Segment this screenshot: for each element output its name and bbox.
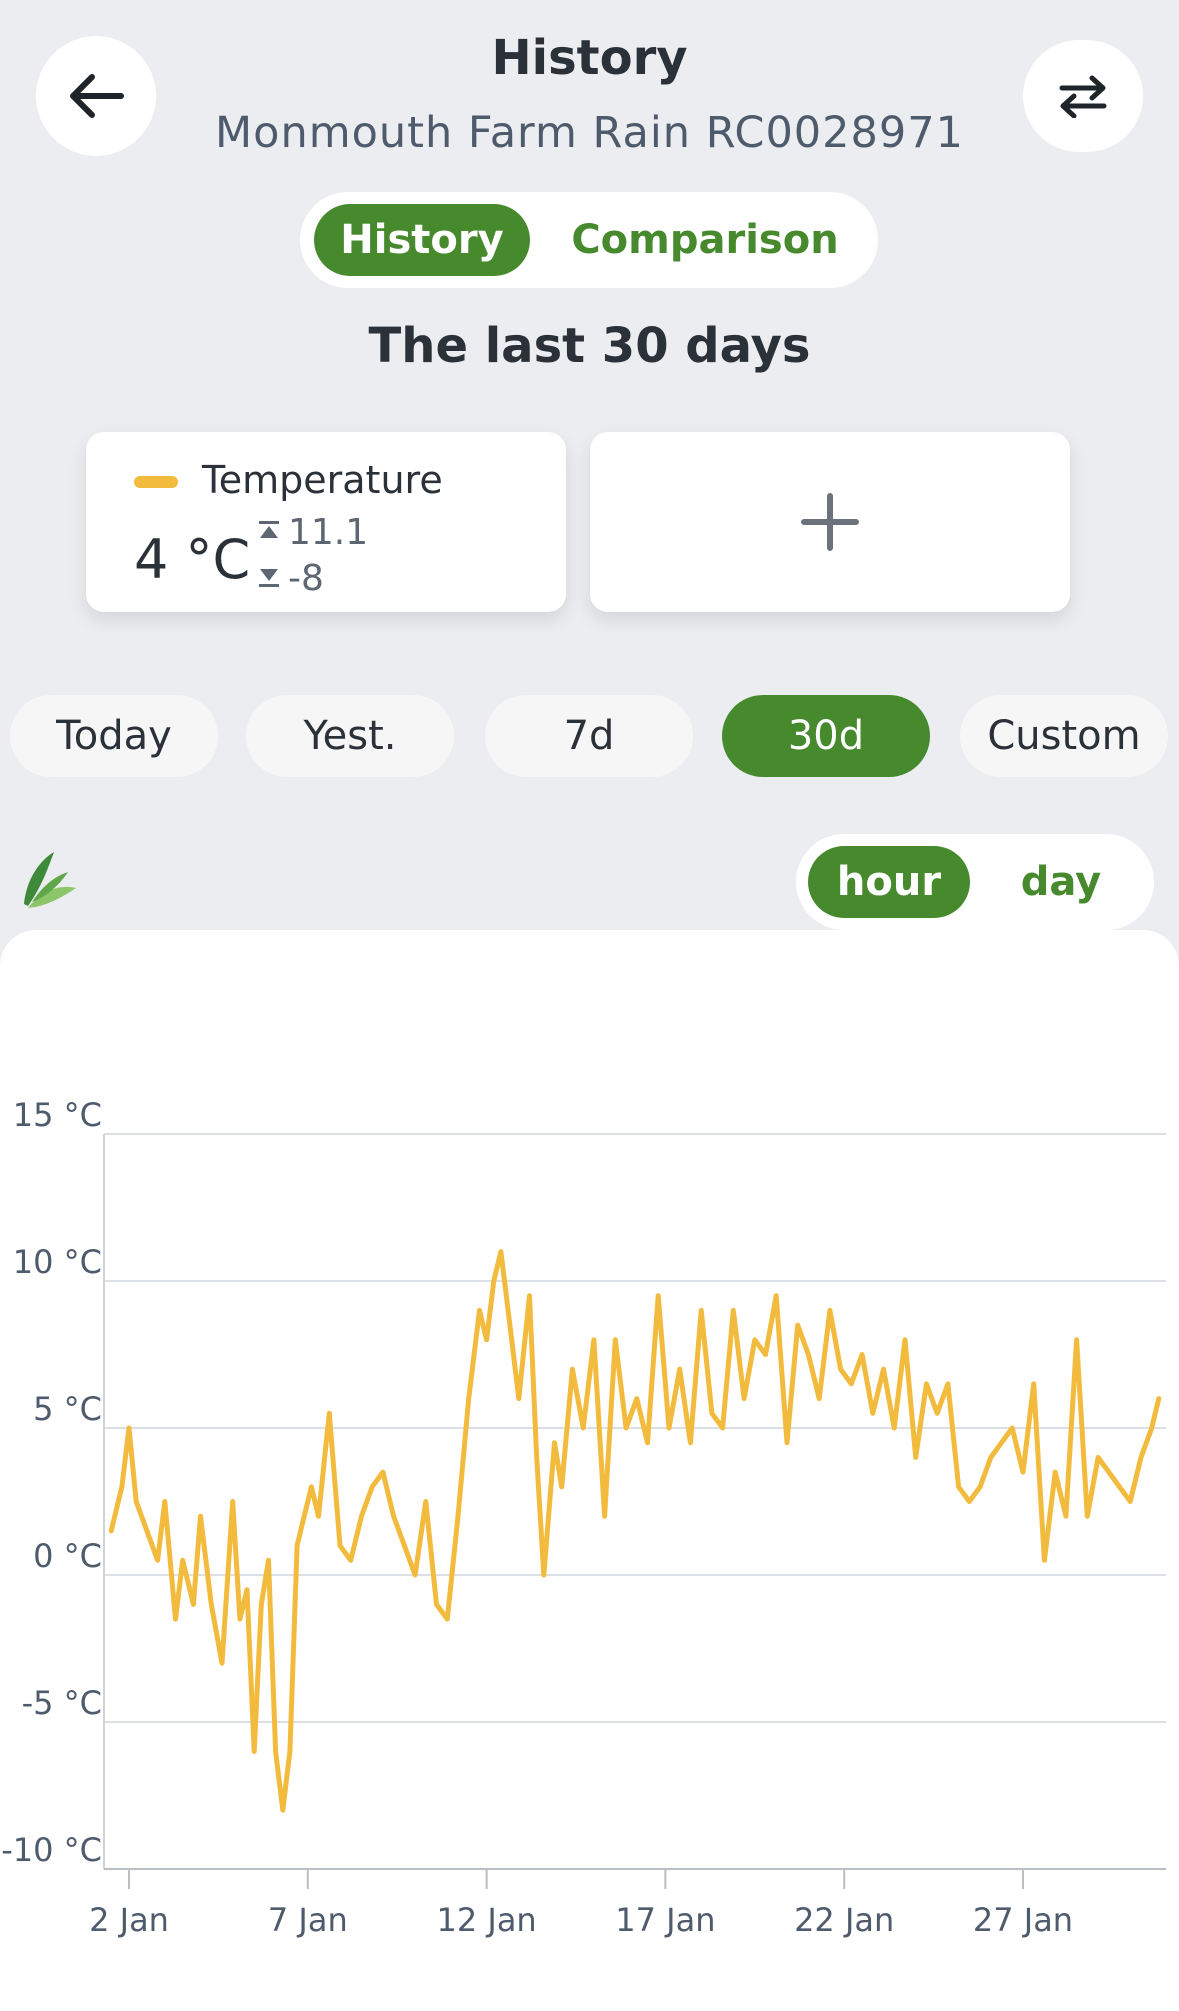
temperature-chart: 15 °C 10 °C 5 °C 0 °C -5 °C -10 °C 2 Jan 7 Jan 1… xyxy=(1,1096,1166,1939)
y-tick-label: -5 °C xyxy=(22,1684,102,1722)
swap-arrows-icon xyxy=(1059,75,1107,118)
period-custom[interactable]: Custom xyxy=(960,695,1168,777)
x-tick-label: 12 Jan xyxy=(436,1901,536,1939)
station-subtitle: Monmouth Farm Rain RC0028971 xyxy=(215,108,964,158)
sensor-label: Temperature xyxy=(202,458,443,502)
temperature-series-line xyxy=(108,1249,1162,1813)
view-toggle: History Comparison xyxy=(300,192,878,288)
plus-icon xyxy=(801,493,859,551)
arrow-left-icon xyxy=(70,74,124,118)
tab-day[interactable]: day xyxy=(1020,859,1102,905)
min-value: -8 xyxy=(288,558,324,599)
x-tick-label: 17 Jan xyxy=(615,1901,715,1939)
swap-button[interactable] xyxy=(1023,40,1143,152)
page-title: History xyxy=(491,30,688,86)
period-30d[interactable]: 30d xyxy=(722,695,930,777)
back-button[interactable] xyxy=(36,36,156,156)
y-tick-label: 0 °C xyxy=(33,1537,102,1575)
x-tick-label: 27 Jan xyxy=(973,1901,1073,1939)
x-tick-label: 7 Jan xyxy=(268,1901,348,1939)
y-tick-label: 15 °C xyxy=(13,1096,102,1134)
y-tick-label: 10 °C xyxy=(13,1243,102,1281)
current-temperature: 4 °C xyxy=(134,528,251,591)
x-tick-label: 2 Jan xyxy=(89,1901,169,1939)
max-value: 11.1 xyxy=(288,512,369,553)
tab-comparison[interactable]: Comparison xyxy=(571,217,839,263)
max-icon xyxy=(259,521,279,538)
chart-panel: 15 °C 10 °C 5 °C 0 °C -5 °C -10 °C 2 Jan 7 Jan 1… xyxy=(0,930,1179,2011)
add-sensor-card[interactable] xyxy=(590,432,1070,612)
min-icon xyxy=(259,569,279,587)
tab-hour[interactable]: hour xyxy=(808,846,970,918)
x-tick-label: 22 Jan xyxy=(794,1901,894,1939)
period-yesterday[interactable]: Yest. xyxy=(246,695,454,777)
tab-history[interactable]: History xyxy=(314,204,530,276)
y-tick-label: -10 °C xyxy=(1,1831,102,1869)
period-title: The last 30 days xyxy=(368,318,811,374)
brand-logo-icon xyxy=(24,852,76,908)
y-tick-label: 5 °C xyxy=(33,1390,102,1428)
temperature-card[interactable]: Temperature 4 °C 11.1 -8 xyxy=(86,432,566,612)
resolution-toggle: hour day xyxy=(796,834,1154,930)
period-today[interactable]: Today xyxy=(10,695,218,777)
temperature-legend-swatch xyxy=(134,476,178,488)
period-7d[interactable]: 7d xyxy=(485,695,693,777)
